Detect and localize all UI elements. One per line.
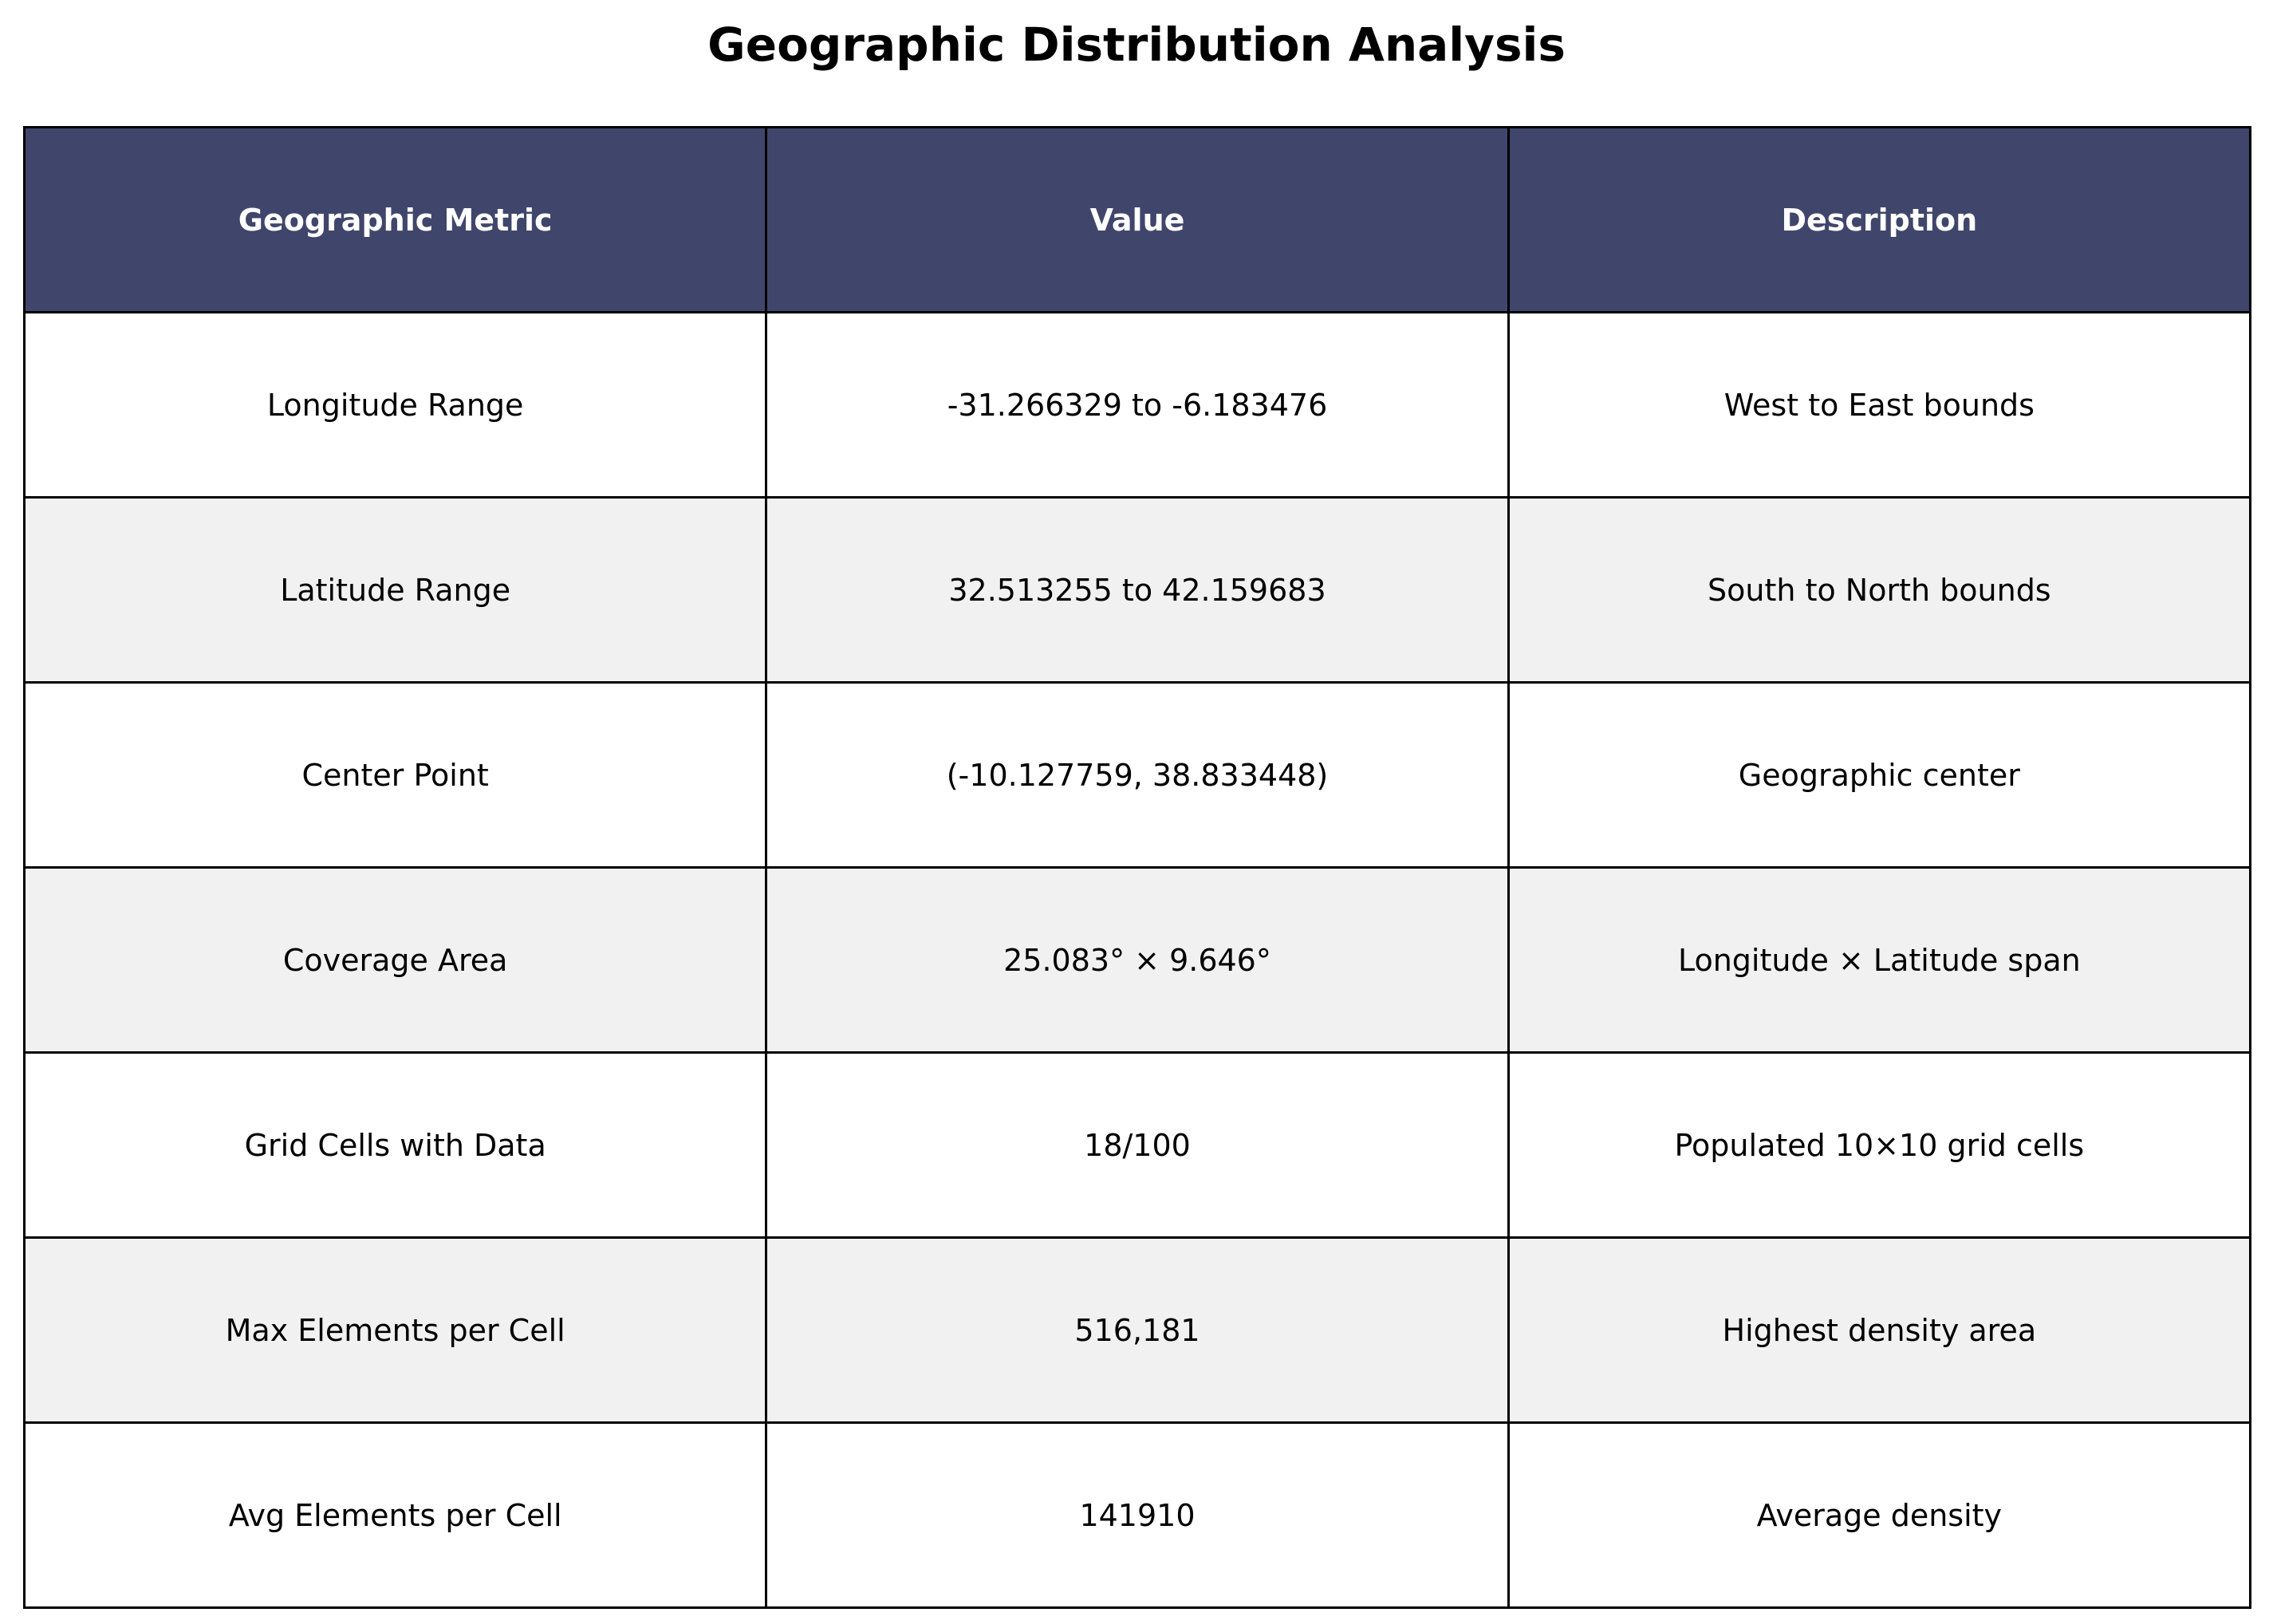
table-row: Avg Elements per Cell 141910 Average den… bbox=[22, 1421, 2252, 1609]
table-row: Grid Cells with Data 18/100 Populated 10… bbox=[22, 1051, 2252, 1239]
description-cell: West to East bounds bbox=[1507, 311, 2252, 499]
table-row: Latitude Range 32.513255 to 42.159683 So… bbox=[22, 496, 2252, 684]
value-cell: 25.083° × 9.646° bbox=[765, 866, 1510, 1054]
metric-cell: Avg Elements per Cell bbox=[22, 1421, 768, 1609]
description-cell: Average density bbox=[1507, 1421, 2252, 1609]
value-cell: 141910 bbox=[765, 1421, 1510, 1609]
metric-cell: Coverage Area bbox=[22, 866, 768, 1054]
table-row: Longitude Range -31.266329 to -6.183476 … bbox=[22, 311, 2252, 499]
value-cell: 516,181 bbox=[765, 1236, 1510, 1424]
header-cell-description: Description bbox=[1507, 126, 2252, 313]
description-cell: Highest density area bbox=[1507, 1236, 2252, 1424]
metric-cell: Latitude Range bbox=[22, 496, 768, 684]
value-cell: (-10.127759, 38.833448) bbox=[765, 681, 1510, 869]
header-row: Geographic Metric Value Description bbox=[22, 126, 2252, 313]
metric-cell: Center Point bbox=[22, 681, 768, 869]
metric-cell: Max Elements per Cell bbox=[22, 1236, 768, 1424]
description-cell: Longitude × Latitude span bbox=[1507, 866, 2252, 1054]
metric-cell: Longitude Range bbox=[22, 311, 768, 499]
header-cell-metric: Geographic Metric bbox=[22, 126, 768, 313]
value-cell: 32.513255 to 42.159683 bbox=[765, 496, 1510, 684]
description-cell: South to North bounds bbox=[1507, 496, 2252, 684]
table-row: Center Point (-10.127759, 38.833448) Geo… bbox=[22, 681, 2252, 869]
value-cell: 18/100 bbox=[765, 1051, 1510, 1239]
header-cell-value: Value bbox=[765, 126, 1510, 313]
description-cell: Geographic center bbox=[1507, 681, 2252, 869]
table-title: Geographic Distribution Analysis bbox=[707, 18, 1566, 72]
description-cell: Populated 10×10 grid cells bbox=[1507, 1051, 2252, 1239]
table-row: Max Elements per Cell 516,181 Highest de… bbox=[22, 1236, 2252, 1424]
metric-cell: Grid Cells with Data bbox=[22, 1051, 768, 1239]
table-row: Coverage Area 25.083° × 9.646° Longitude… bbox=[22, 866, 2252, 1054]
value-cell: -31.266329 to -6.183476 bbox=[765, 311, 1510, 499]
geographic-table: Geographic Metric Value Description Long… bbox=[22, 126, 2252, 1609]
